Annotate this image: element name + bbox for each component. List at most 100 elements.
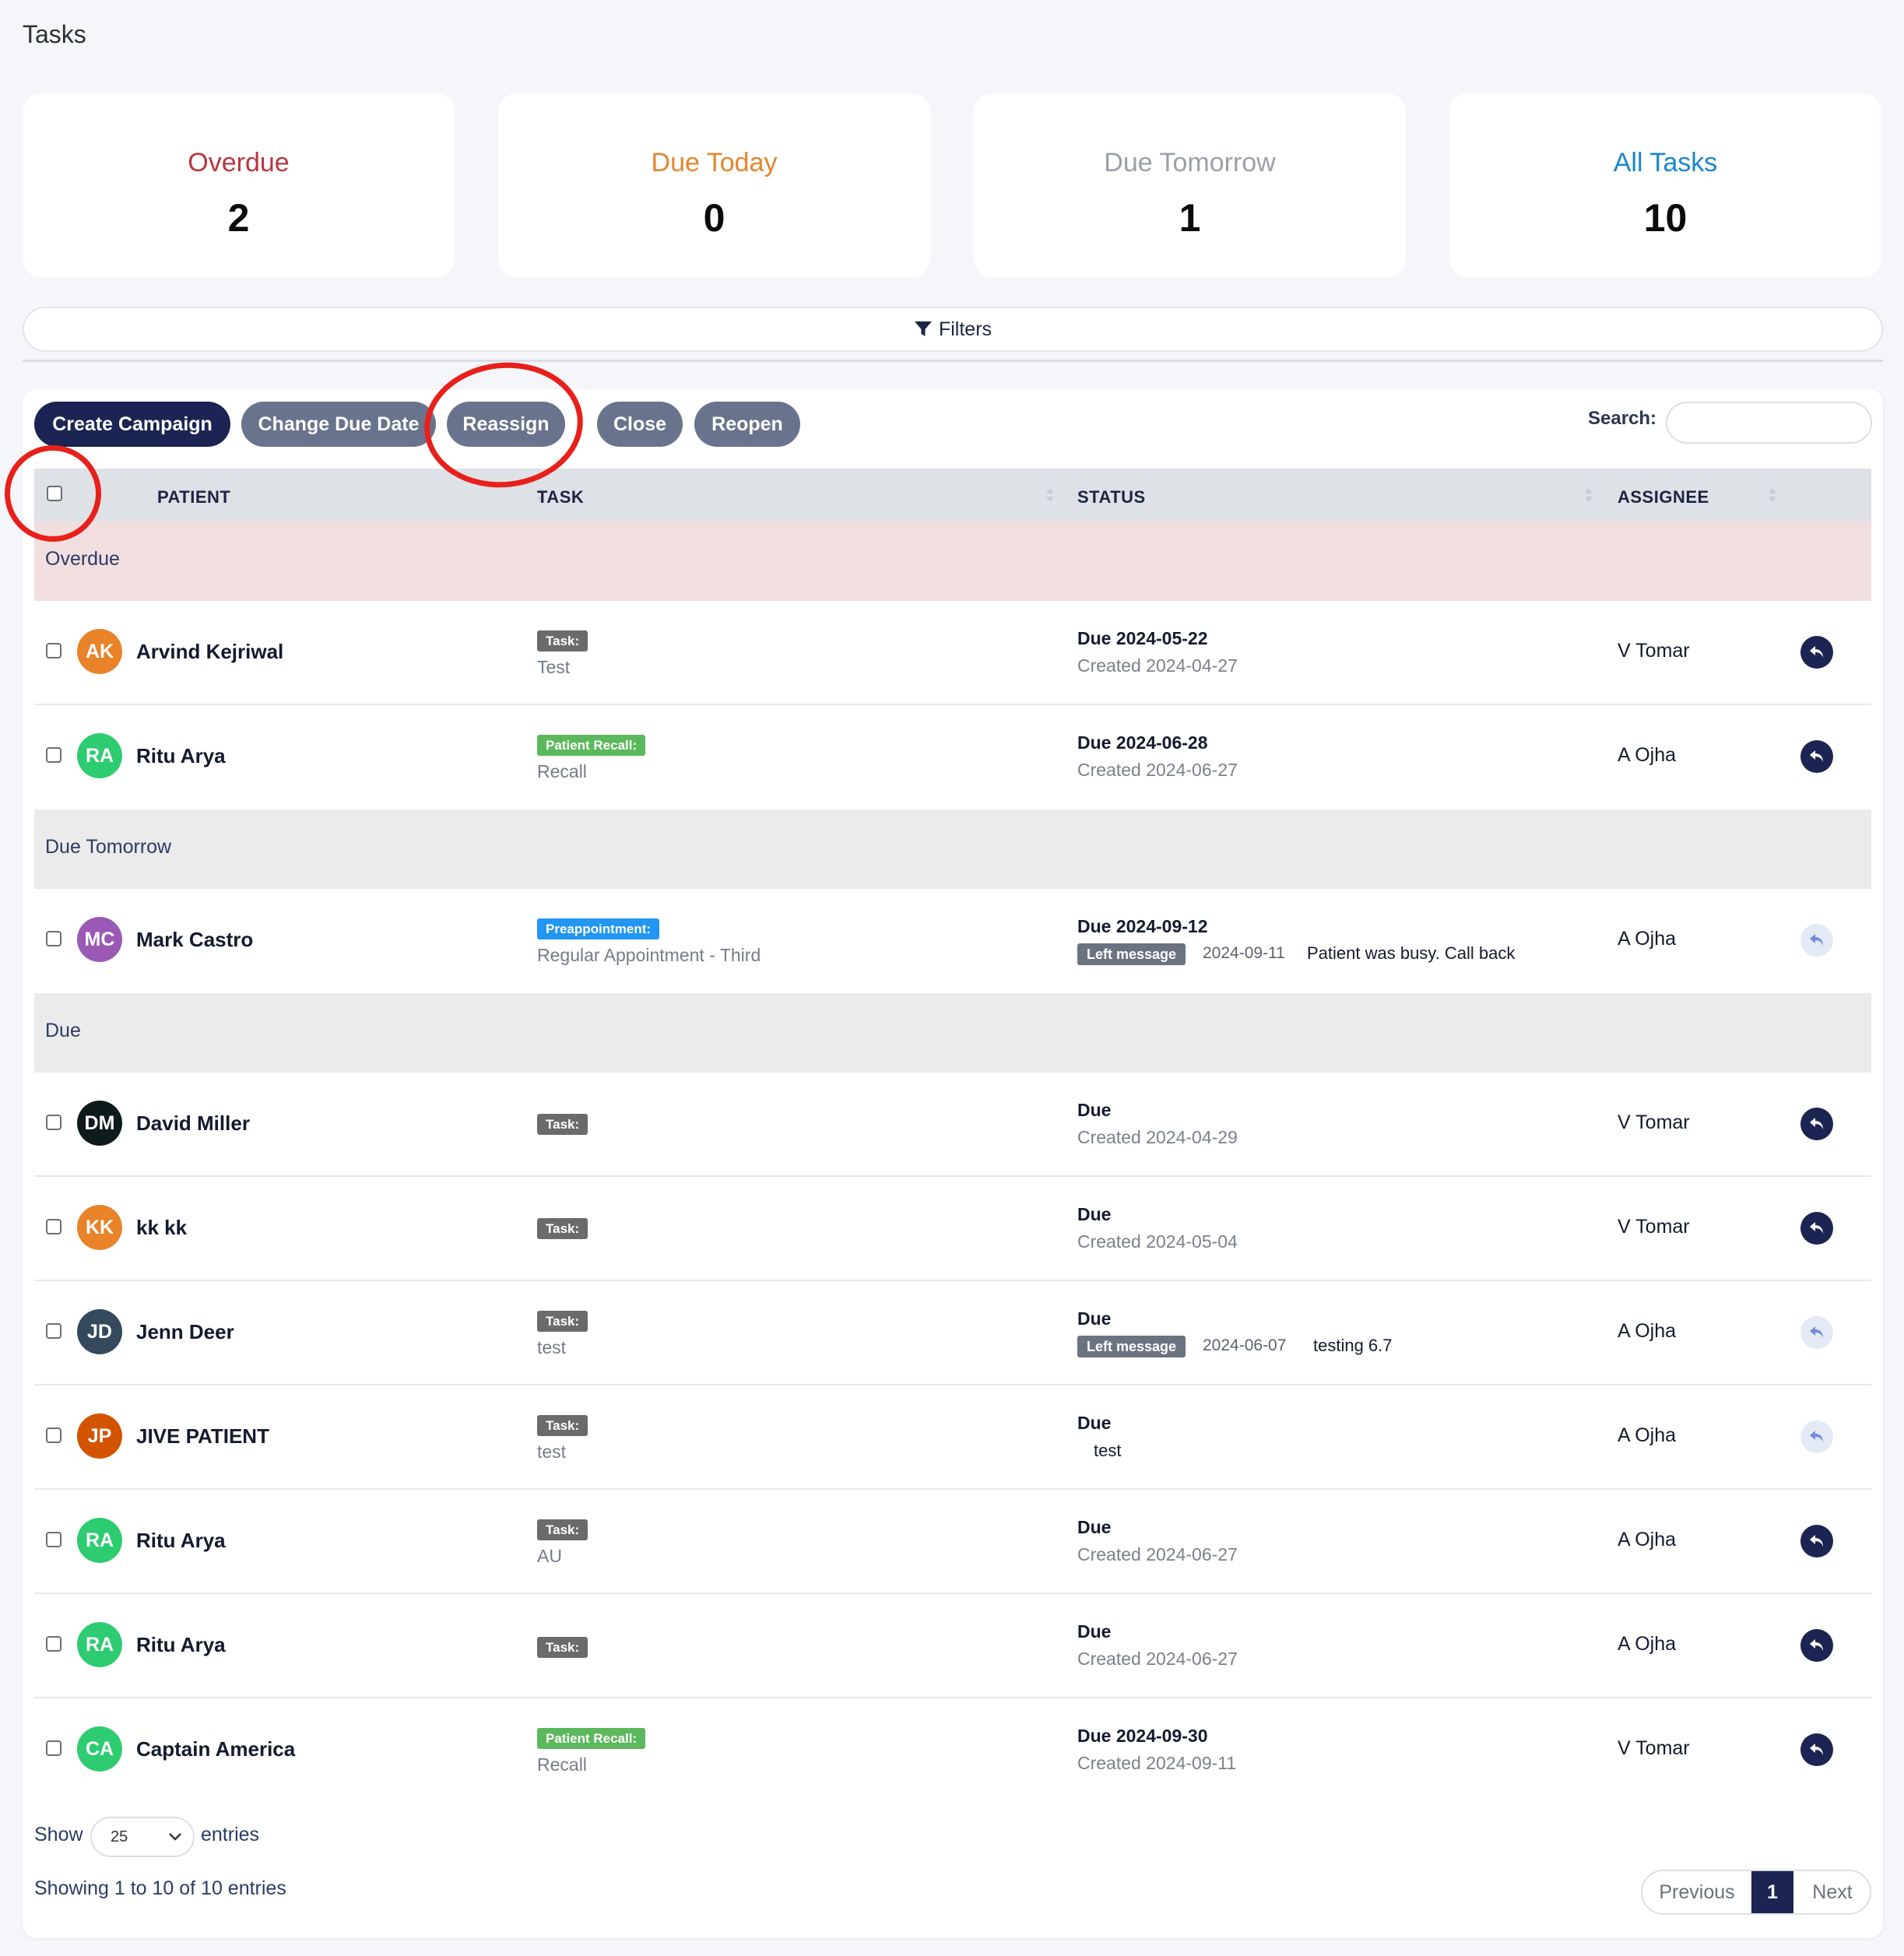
group-header-due: Due (34, 993, 1871, 1073)
task-type-badge: Task: (537, 1114, 588, 1135)
task-type-badge: Task: (537, 630, 588, 651)
assignee-name: V Tomar (1618, 1216, 1690, 1238)
undo-action-button[interactable] (1800, 1629, 1833, 1662)
stat-card-due-today[interactable]: Due Today 0 (498, 93, 930, 277)
row-checkbox[interactable] (46, 1427, 61, 1443)
stat-card-all-tasks[interactable]: All Tasks 10 (1449, 93, 1881, 277)
page-button-current[interactable]: 1 (1751, 1871, 1793, 1913)
previous-page-button[interactable]: Previous (1659, 1880, 1735, 1903)
undo-action-button[interactable] (1800, 1108, 1833, 1140)
column-header-assignee[interactable]: ASSIGNEE (1618, 487, 1709, 507)
avatar: DM (77, 1101, 122, 1146)
created-date: Created 2024-04-29 (1077, 1127, 1238, 1147)
task-type-badge: Patient Recall: (537, 735, 646, 756)
filters-toggle[interactable]: Filters (23, 307, 1883, 352)
row-checkbox[interactable] (46, 1323, 61, 1339)
task-type-badge: Task: (537, 1218, 588, 1239)
patient-name[interactable]: Jenn Deer (136, 1320, 234, 1343)
due-date: Due (1077, 1204, 1112, 1224)
reply-icon (1810, 1118, 1823, 1129)
undo-action-button[interactable] (1800, 636, 1833, 669)
stat-label: Overdue (188, 148, 290, 177)
undo-action-button[interactable] (1800, 1420, 1833, 1453)
undo-action-button[interactable] (1800, 740, 1833, 773)
filters-label: Filters (938, 318, 992, 340)
due-date: Due 2024-09-12 (1077, 916, 1208, 936)
assignee-name: A Ojha (1618, 1424, 1677, 1446)
created-date: Created 2024-04-27 (1077, 655, 1238, 676)
change-due-date-button[interactable]: Change Due Date (241, 402, 436, 447)
row-checkbox[interactable] (46, 643, 61, 658)
sort-icon[interactable] (1585, 486, 1593, 504)
created-date: Created 2024-09-11 (1077, 1753, 1237, 1773)
group-label: Due (45, 1020, 81, 1041)
reassign-button[interactable]: Reassign (447, 402, 565, 447)
undo-action-button[interactable] (1800, 924, 1833, 957)
avatar: KK (77, 1205, 122, 1250)
call-log-note: Patient was busy. Call back (1307, 943, 1516, 963)
row-divider (34, 1488, 1871, 1490)
row-checkbox[interactable] (46, 1532, 61, 1547)
assignee-name: A Ojha (1618, 1320, 1677, 1342)
patient-name[interactable]: Ritu Arya (136, 744, 226, 767)
sort-icon[interactable] (1769, 486, 1776, 504)
undo-action-button[interactable] (1800, 1733, 1833, 1766)
call-log-badge: Left message (1077, 1336, 1186, 1357)
column-header-task[interactable]: TASK (537, 487, 585, 507)
patient-name[interactable]: Captain America (136, 1737, 296, 1761)
create-campaign-button[interactable]: Create Campaign (34, 402, 230, 447)
row-checkbox[interactable] (46, 747, 61, 763)
patient-name[interactable]: David Miller (136, 1111, 250, 1135)
stat-card-overdue[interactable]: Overdue 2 (23, 93, 455, 277)
row-checkbox[interactable] (46, 1740, 61, 1756)
created-date: Created 2024-06-27 (1077, 1544, 1238, 1564)
close-button[interactable]: Close (597, 402, 683, 447)
reply-icon (1810, 1639, 1823, 1651)
row-checkbox[interactable] (46, 1636, 61, 1652)
patient-name[interactable]: Arvind Kejriwal (136, 640, 284, 663)
page-size-select[interactable]: 25 (90, 1817, 195, 1857)
reply-icon (1810, 1326, 1823, 1338)
row-checkbox[interactable] (46, 931, 61, 946)
undo-action-button[interactable] (1800, 1212, 1833, 1245)
group-label: Due Tomorrow (45, 836, 172, 858)
group-label: Overdue (45, 548, 120, 570)
column-header-patient[interactable]: PATIENT (157, 487, 231, 507)
pagination-info: Showing 1 to 10 of 10 entries (34, 1877, 286, 1899)
column-header-status[interactable]: STATUS (1077, 487, 1146, 507)
reply-icon (1810, 1222, 1823, 1234)
assignee-name: A Ojha (1618, 928, 1677, 950)
due-date: Due 2024-05-22 (1077, 628, 1208, 648)
stat-card-due-tomorrow[interactable]: Due Tomorrow 1 (974, 93, 1406, 277)
annotation-circle-select-all (5, 445, 101, 542)
call-log-note: test (1094, 1441, 1122, 1460)
search-input[interactable] (1666, 402, 1872, 444)
sort-icon[interactable] (1046, 486, 1054, 504)
patient-name[interactable]: kk kk (136, 1216, 188, 1239)
reply-icon (1810, 1744, 1823, 1755)
undo-action-button[interactable] (1800, 1316, 1833, 1349)
reopen-button[interactable]: Reopen (694, 402, 800, 447)
row-checkbox[interactable] (46, 1115, 61, 1130)
show-label: Show (34, 1824, 83, 1845)
row-checkbox[interactable] (46, 1219, 61, 1234)
next-page-button[interactable]: Next (1812, 1880, 1853, 1903)
search-label: Search: (1588, 408, 1657, 429)
task-description: Recall (537, 1754, 587, 1775)
reply-icon (1810, 934, 1823, 946)
sort-icon[interactable] (537, 486, 545, 504)
assignee-name: V Tomar (1618, 640, 1690, 662)
page-title: Tasks (23, 20, 86, 48)
undo-action-button[interactable] (1800, 1525, 1833, 1557)
filter-icon (914, 321, 932, 336)
row-divider (34, 704, 1871, 705)
avatar: RA (77, 733, 122, 778)
patient-name[interactable]: JIVE PATIENT (136, 1424, 269, 1448)
avatar: JP (77, 1413, 122, 1459)
patient-name[interactable]: Ritu Arya (136, 1529, 226, 1552)
patient-name[interactable]: Mark Castro (136, 928, 254, 951)
pagination: Previous 1 Next (1641, 1870, 1871, 1915)
patient-name[interactable]: Ritu Arya (136, 1633, 226, 1656)
stat-value: 1 (1179, 196, 1201, 240)
page-size-value: 25 (111, 1828, 128, 1845)
